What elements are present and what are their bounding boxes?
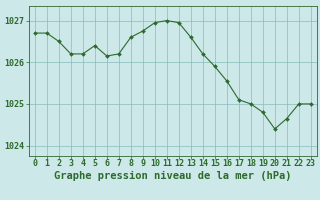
X-axis label: Graphe pression niveau de la mer (hPa): Graphe pression niveau de la mer (hPa) [54,171,292,181]
